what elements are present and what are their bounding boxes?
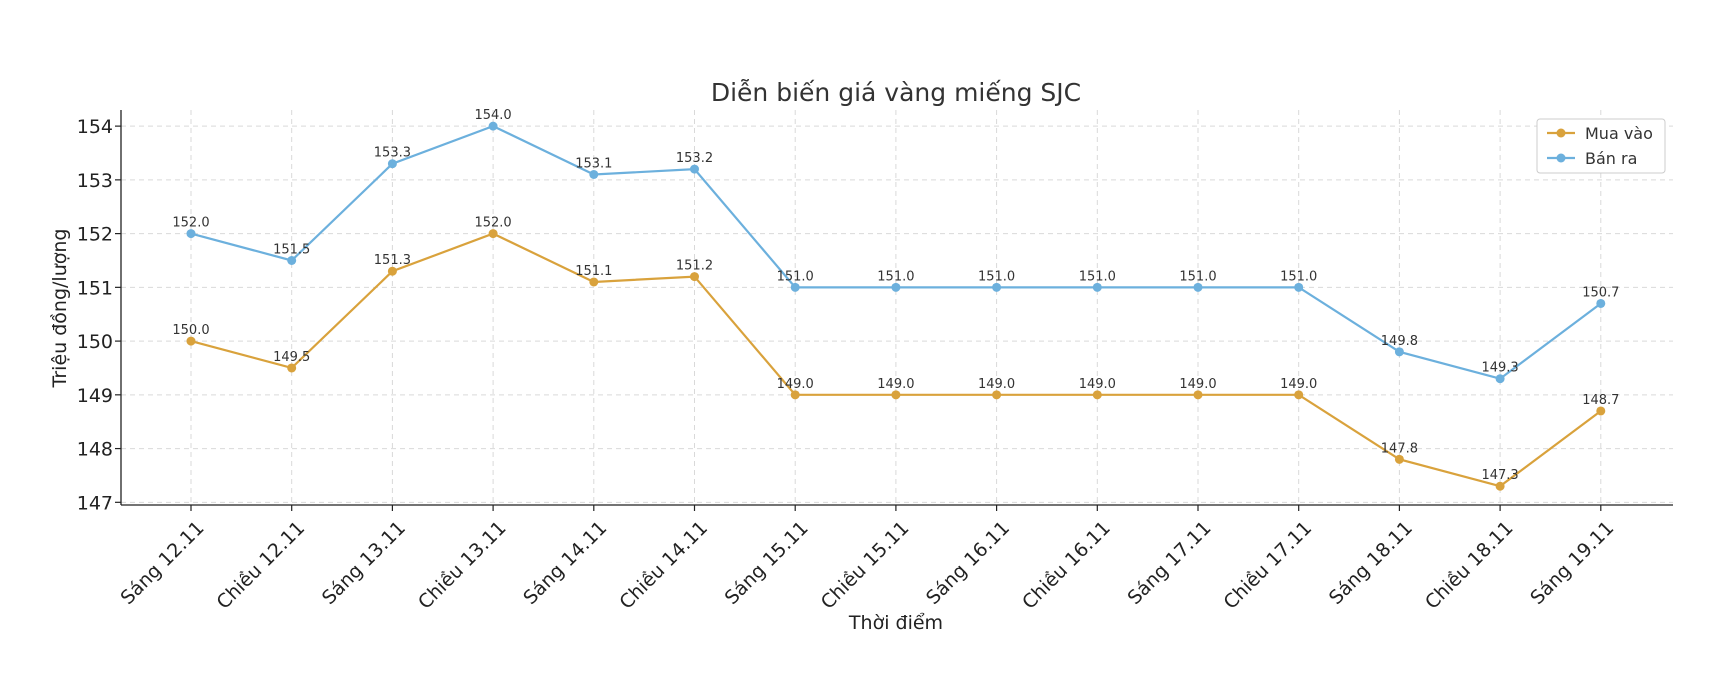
- data-label: 149.0: [877, 377, 914, 392]
- x-tick-label: Chiều 15.11: [817, 517, 914, 614]
- data-point: [1495, 481, 1505, 491]
- data-point: [891, 390, 901, 400]
- data-label: 150.0: [172, 323, 209, 338]
- x-tick-label: Sáng 18.11: [1325, 517, 1417, 609]
- data-point: [992, 390, 1002, 400]
- data-point: [186, 336, 196, 346]
- axes: [120, 110, 1673, 506]
- data-point: [891, 282, 901, 292]
- y-tick-label: 152: [77, 224, 113, 246]
- data-point: [287, 363, 297, 373]
- data-point: [1394, 347, 1404, 357]
- data-label: 149.3: [1481, 361, 1518, 376]
- data-point: [790, 282, 800, 292]
- data-label: 153.2: [676, 151, 713, 166]
- data-point: [690, 272, 699, 282]
- data-label: 148.7: [1582, 393, 1619, 408]
- data-label: 149.0: [1280, 377, 1317, 392]
- data-label: 147.3: [1481, 468, 1518, 483]
- x-tick-label: Sáng 19.11: [1526, 517, 1618, 609]
- data-label: 153.1: [575, 156, 612, 171]
- data-label: 151.0: [877, 269, 914, 284]
- series-group: 150.0 149.5 151.3 152.0 151.1 151.2 149.0 149.0…: [172, 108, 1619, 491]
- data-point: [589, 169, 599, 179]
- data-point: [1495, 374, 1505, 384]
- x-tick-label: Sáng 16.11: [922, 517, 1014, 609]
- data-label: 151.1: [575, 264, 612, 279]
- y-tick-label: 151: [77, 277, 113, 299]
- data-point: [690, 164, 699, 174]
- data-label: 149.0: [777, 377, 814, 392]
- data-label: 151.5: [273, 242, 310, 257]
- x-tick-label: Chiều 16.11: [1018, 517, 1115, 614]
- x-tick-label: Sáng 13.11: [318, 517, 410, 609]
- data-point: [387, 159, 397, 169]
- x-tick-label: Sáng 12.11: [116, 517, 208, 609]
- x-tick-label: Chiều 18.11: [1421, 517, 1518, 614]
- data-point: [488, 121, 498, 131]
- x-ticks: Sáng 12.11 Chiều 12.11 Sáng 13.11 Chiều 13.…: [116, 505, 1618, 614]
- x-tick-label: Chiều 14.11: [615, 517, 712, 614]
- y-tick-label: 150: [77, 331, 113, 353]
- data-point: [488, 229, 498, 239]
- x-tick-label: Sáng 15.11: [721, 517, 813, 609]
- data-label: 152.0: [172, 216, 209, 231]
- data-point: [1092, 282, 1102, 292]
- x-axis-label: Thời điểm: [848, 612, 943, 634]
- y-ticks: 147 148 149 150 151 152 153 154: [77, 116, 121, 514]
- legend-label: Mua vào: [1585, 124, 1653, 143]
- data-point: [1596, 298, 1606, 308]
- x-tick-label: Sáng 17.11: [1123, 517, 1215, 609]
- data-label: 153.3: [374, 146, 411, 161]
- x-tick-label: Chiều 17.11: [1220, 517, 1317, 614]
- data-label: 149.0: [1179, 377, 1216, 392]
- y-tick-label: 153: [77, 170, 113, 192]
- legend: Mua vào Bán ra: [1536, 118, 1666, 174]
- y-axis-label: Triệu đồng/lượng: [49, 229, 71, 389]
- data-point: [186, 229, 196, 239]
- series-ban-ra: 152.0 151.5 153.3 154.0 153.1 153.2 151.0 151.0…: [172, 108, 1619, 384]
- data-label: 151.3: [374, 253, 411, 268]
- data-point: [1193, 282, 1203, 292]
- data-label: 150.7: [1582, 285, 1619, 300]
- data-point: [1092, 390, 1102, 400]
- data-point: [1294, 390, 1304, 400]
- x-tick-label: Sáng 14.11: [519, 517, 611, 609]
- data-point: [790, 390, 800, 400]
- data-point: [1193, 390, 1203, 400]
- data-label: 154.0: [474, 108, 511, 123]
- y-tick-label: 148: [77, 439, 113, 461]
- data-label: 151.0: [978, 269, 1015, 284]
- y-tick-label: 154: [77, 116, 113, 138]
- x-tick-label: Chiều 13.11: [414, 517, 511, 614]
- data-point: [589, 277, 599, 287]
- data-point: [1596, 406, 1606, 416]
- data-label: 151.0: [1280, 269, 1317, 284]
- y-tick-label: 147: [77, 492, 113, 514]
- legend-swatch-marker: [1556, 153, 1566, 163]
- data-point: [387, 266, 397, 276]
- data-label: 149.5: [273, 350, 310, 365]
- x-tick-label: Chiều 12.11: [213, 517, 310, 614]
- series-mua-vao: 150.0 149.5 151.3 152.0 151.1 151.2 149.0 149.0…: [172, 216, 1619, 491]
- data-label: 151.0: [1179, 269, 1216, 284]
- data-label: 149.8: [1381, 334, 1418, 349]
- data-point: [1294, 282, 1304, 292]
- data-point: [287, 255, 297, 265]
- data-label: 149.0: [978, 377, 1015, 392]
- data-label: 147.8: [1381, 441, 1418, 456]
- y-tick-label: 149: [77, 385, 113, 407]
- data-point: [1394, 454, 1404, 464]
- data-label: 152.0: [474, 216, 511, 231]
- data-point: [992, 282, 1002, 292]
- data-label: 151.2: [676, 259, 713, 274]
- legend-swatch-marker: [1556, 128, 1566, 138]
- data-label: 149.0: [1079, 377, 1116, 392]
- chart-title: Diễn biến giá vàng miếng SJC: [711, 78, 1081, 107]
- data-label: 151.0: [1079, 269, 1116, 284]
- legend-label: Bán ra: [1585, 149, 1637, 168]
- data-label: 151.0: [777, 269, 814, 284]
